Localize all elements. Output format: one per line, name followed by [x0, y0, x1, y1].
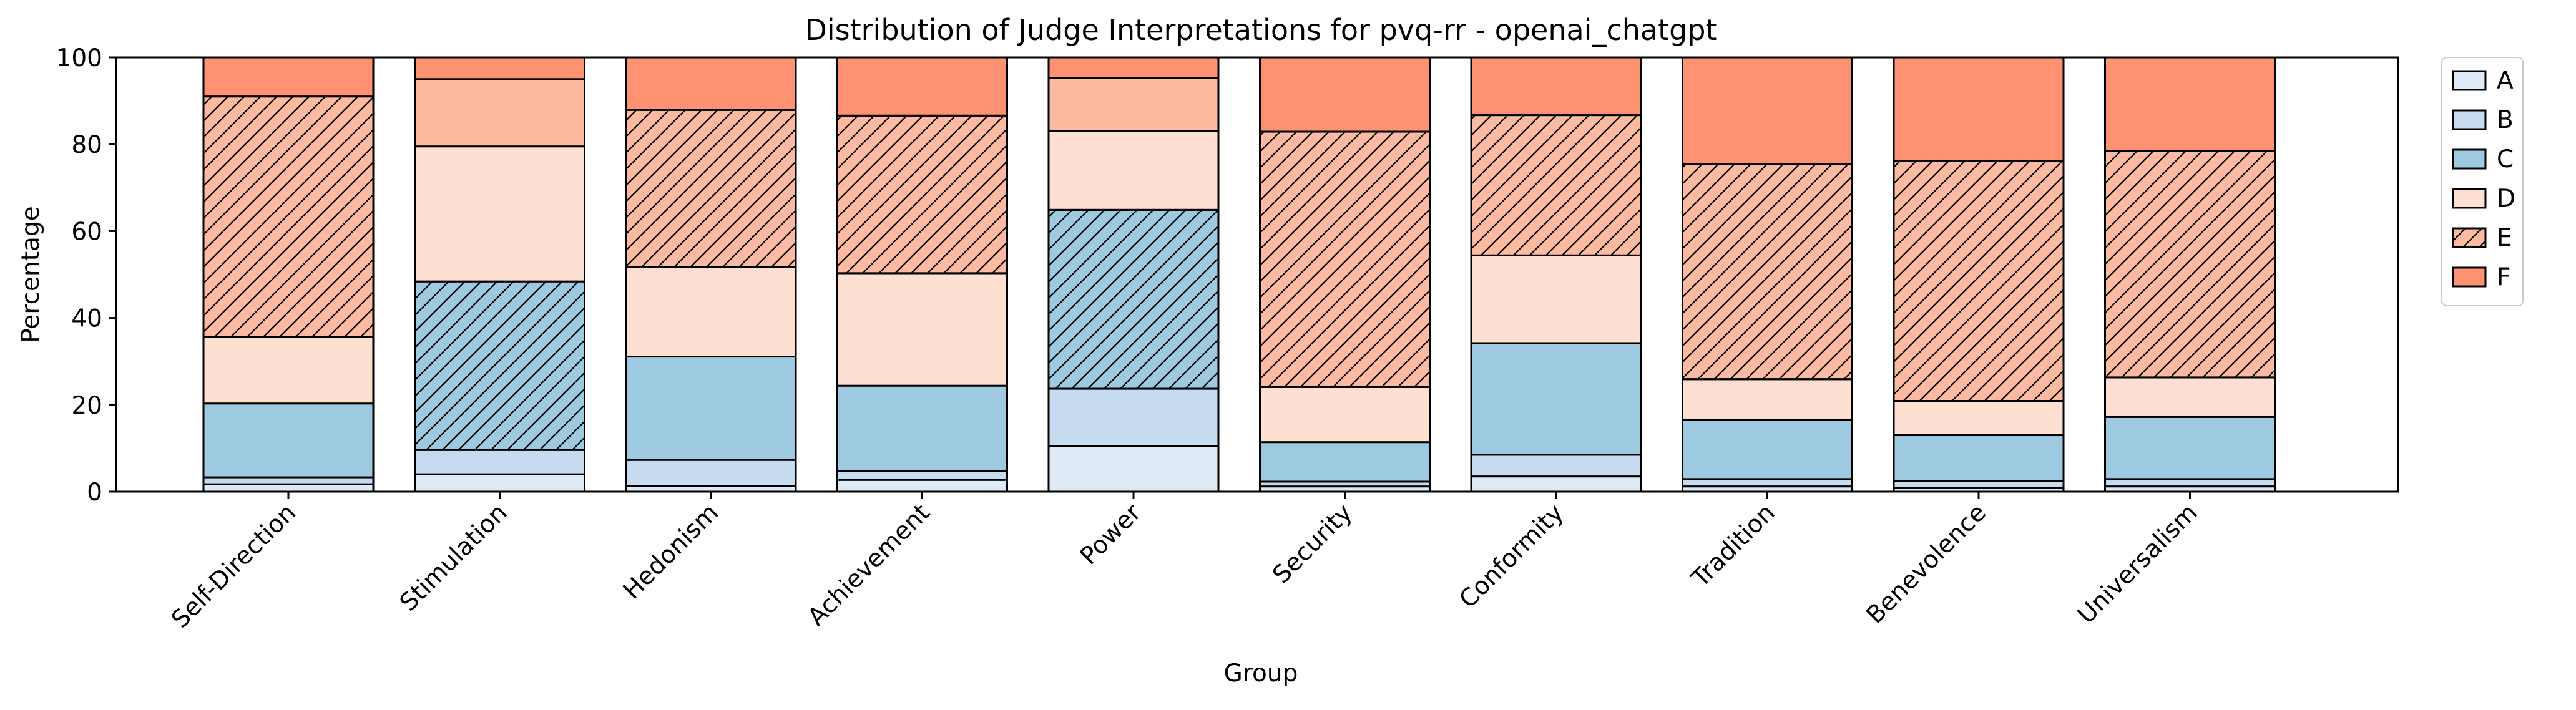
- bar-tradition-c: [1682, 419, 1853, 480]
- legend-label-c: C: [2497, 145, 2514, 173]
- y-axis-label: Percentage: [17, 206, 45, 343]
- legend-label-e: E: [2497, 224, 2512, 252]
- bar-self-direction-d: [202, 336, 375, 405]
- x-tick-label-security: Security: [1268, 498, 1358, 589]
- bar-benevolence-b: [1893, 480, 2065, 489]
- legend-label-d: D: [2497, 185, 2515, 213]
- bar-achievement-f: [836, 56, 1008, 117]
- x-tick-label-power: Power: [1075, 498, 1147, 571]
- bar-hatch-self-direction-e: [202, 95, 375, 338]
- bar-self-direction-b: [202, 476, 375, 485]
- bar-hatch-benevolence-e: [1893, 160, 2065, 402]
- bar-hedonism-c: [625, 356, 797, 461]
- x-tick-label-self-direction: Self-Direction: [166, 498, 301, 634]
- legend-swatch-a: [2452, 70, 2487, 91]
- bar-power-b: [1047, 387, 1220, 447]
- bar-power-a: [1047, 445, 1220, 493]
- x-tick-label-achievement: Achievement: [803, 498, 936, 631]
- bar-universalism-b: [2104, 478, 2276, 488]
- bar-conformity-c: [1470, 342, 1642, 456]
- bar-hatch-security-e: [1259, 130, 1431, 388]
- bar-stimulation-f: [414, 56, 585, 80]
- legend-swatch-c: [2452, 148, 2487, 170]
- bar-achievement-d: [836, 272, 1008, 387]
- bar-stimulation-b: [414, 449, 585, 475]
- legend-label-a: A: [2497, 67, 2514, 95]
- legend-swatch-hatch-e: [2452, 227, 2487, 248]
- bar-conformity-f: [1470, 56, 1642, 117]
- x-axis-label: Group: [1224, 659, 1298, 688]
- legend-swatch-d: [2452, 188, 2487, 209]
- bar-universalism-d: [2104, 376, 2276, 418]
- x-tick-label-tradition: Tradition: [1686, 498, 1781, 593]
- legend-label-b: B: [2497, 106, 2514, 134]
- x-tick-label-benevolence: Benevolence: [1861, 498, 1992, 630]
- bar-self-direction-f: [202, 56, 375, 98]
- y-tick-label: 40: [71, 305, 102, 333]
- bar-hatch-universalism-e: [2104, 150, 2276, 379]
- bar-security-c: [1259, 441, 1431, 483]
- y-tick-label: 0: [87, 479, 102, 507]
- bars-group: [202, 56, 2276, 493]
- bar-tradition-f: [1682, 56, 1853, 165]
- legend-label-f: F: [2497, 263, 2510, 291]
- x-tick-label-stimulation: Stimulation: [394, 498, 513, 617]
- bar-benevolence-f: [1893, 56, 2065, 162]
- plot-frame: [115, 56, 2399, 493]
- chart-title: Distribution of Judge Interpretations fo…: [805, 13, 1717, 47]
- bar-tradition-d: [1682, 378, 1853, 421]
- bar-security-f: [1259, 56, 1431, 133]
- bar-hatch-hedonism-e: [625, 109, 797, 268]
- bar-stimulation-e: [414, 78, 585, 148]
- bar-power-f: [1047, 56, 1220, 79]
- x-tick-label-universalism: Universalism: [2072, 498, 2203, 630]
- bar-benevolence-c: [1893, 434, 2065, 482]
- bar-conformity-a: [1470, 475, 1642, 493]
- bar-conformity-d: [1470, 254, 1642, 344]
- bar-achievement-c: [836, 384, 1008, 472]
- bar-universalism-f: [2104, 56, 2276, 152]
- bar-power-e: [1047, 77, 1220, 132]
- bar-hedonism-f: [625, 56, 797, 111]
- y-tick-label: 80: [71, 131, 102, 159]
- bar-self-direction-a: [202, 483, 375, 493]
- bar-achievement-a: [836, 479, 1008, 493]
- bar-conformity-b: [1470, 454, 1642, 478]
- bar-hedonism-b: [625, 459, 797, 487]
- y-tick-label: 60: [71, 218, 102, 246]
- bar-hatch-stimulation-c: [414, 280, 585, 451]
- bar-hatch-power-c: [1047, 208, 1220, 390]
- y-tick-label: 100: [56, 44, 102, 72]
- bar-hedonism-d: [625, 266, 797, 358]
- bar-tradition-b: [1682, 478, 1853, 488]
- bar-security-d: [1259, 386, 1431, 444]
- bar-achievement-b: [836, 470, 1008, 481]
- bar-self-direction-c: [202, 402, 375, 479]
- x-tick-label-conformity: Conformity: [1454, 498, 1570, 614]
- bar-stimulation-a: [414, 473, 585, 493]
- legend-swatch-b: [2452, 109, 2487, 130]
- bar-stimulation-d: [414, 145, 585, 283]
- bar-hatch-tradition-e: [1682, 163, 1853, 381]
- y-tick-label: 20: [71, 392, 102, 420]
- legend-swatch-f: [2452, 266, 2487, 288]
- x-tick-label-hedonism: Hedonism: [618, 498, 724, 605]
- bar-benevolence-d: [1893, 400, 2065, 437]
- bar-universalism-c: [2104, 416, 2276, 480]
- bar-power-d: [1047, 130, 1220, 211]
- bar-hatch-conformity-e: [1470, 114, 1642, 256]
- y-axis: 0 20 40 60 80 100: [56, 44, 116, 507]
- x-axis: Self-Direction Stimulation Hedonism Achieve…: [166, 492, 2203, 634]
- bar-hatch-achievement-e: [836, 114, 1008, 275]
